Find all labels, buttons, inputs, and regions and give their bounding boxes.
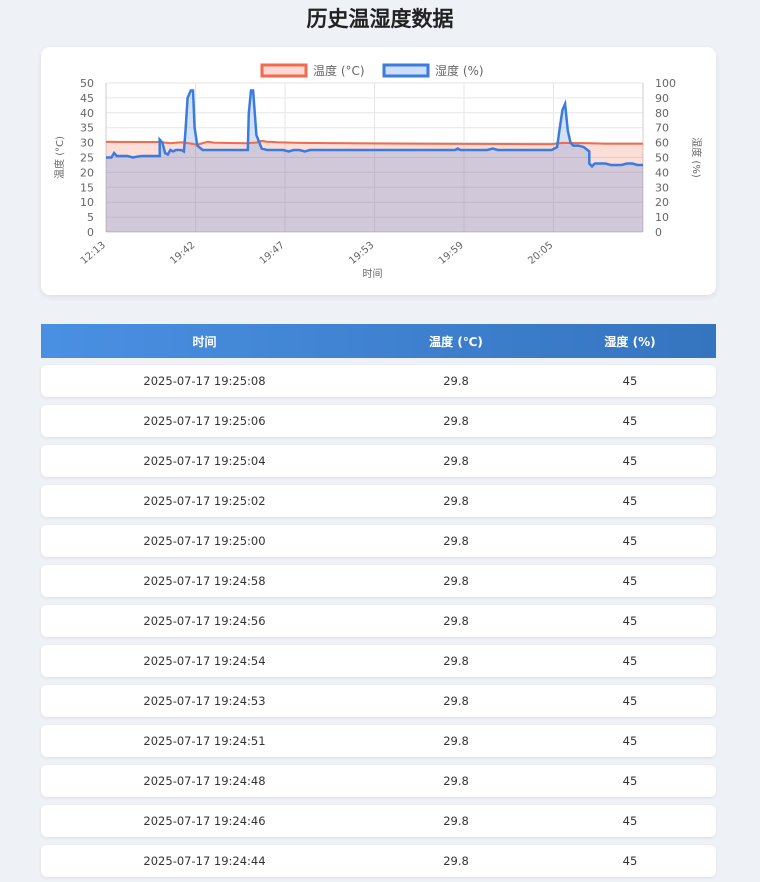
cell-humidity: 45: [622, 694, 638, 708]
cell-temperature: 29.8: [443, 374, 469, 388]
y-tick-label-left: 0: [87, 226, 94, 239]
cell-humidity: 45: [622, 454, 638, 468]
x-tick-label: 19:59: [437, 240, 466, 267]
page-title: 历史温湿度数据: [306, 7, 454, 31]
table-row[interactable]: 2025-07-17 19:25:00 29.8 45: [41, 525, 716, 557]
x-tick-label: 19:53: [347, 240, 376, 267]
cell-humidity: 45: [622, 734, 638, 748]
y-tick-label-left: 30: [80, 137, 94, 150]
header-temperature[interactable]: 温度 (℃): [429, 334, 483, 349]
cell-temperature: 29.8: [443, 414, 469, 428]
cell-humidity: 45: [622, 414, 638, 428]
x-tick-label: 19:42: [168, 240, 197, 267]
y-tick-label-right: 90: [655, 92, 669, 105]
y-tick-label-right: 50: [655, 152, 669, 165]
table-row[interactable]: 2025-07-17 19:24:58 29.8 45: [41, 565, 716, 597]
cell-temperature: 29.8: [443, 614, 469, 628]
x-tick-label: 20:05: [526, 240, 555, 267]
y-tick-label-left: 20: [80, 166, 94, 179]
table-row[interactable]: 2025-07-17 19:24:54 29.8 45: [41, 645, 716, 677]
cell-temperature: 29.8: [443, 694, 469, 708]
cell-time: 2025-07-17 19:24:48: [143, 774, 266, 788]
cell-time: 2025-07-17 19:24:51: [143, 734, 266, 748]
y-tick-label-right: 60: [655, 137, 669, 150]
legend-swatch-humidity: [382, 63, 430, 78]
cell-time: 2025-07-17 19:25:00: [143, 534, 266, 548]
header-time[interactable]: 时间: [192, 334, 217, 349]
table-row[interactable]: 2025-07-17 19:24:48 29.8 45: [41, 765, 716, 797]
y-tick-label-right: 10: [655, 211, 669, 224]
cell-temperature: 29.8: [443, 574, 469, 588]
table-header: 时间 温度 (℃) 湿度 (%): [41, 324, 716, 358]
y-tick-label-right: 100: [655, 77, 676, 90]
cell-humidity: 45: [622, 774, 638, 788]
cell-temperature: 29.8: [443, 814, 469, 828]
table-row[interactable]: 2025-07-17 19:24:53 29.8 45: [41, 685, 716, 717]
cell-humidity: 45: [622, 574, 638, 588]
cell-time: 2025-07-17 19:24:56: [143, 614, 266, 628]
y-tick-label-left: 40: [80, 107, 94, 120]
y-tick-label-left: 10: [80, 196, 94, 209]
cell-temperature: 29.8: [443, 494, 469, 508]
cell-humidity: 45: [622, 534, 638, 548]
cell-temperature: 29.8: [443, 654, 469, 668]
legend-swatch-temperature: [260, 63, 308, 78]
cell-time: 2025-07-17 19:24:54: [143, 654, 266, 668]
table-body: 2025-07-17 19:25:08 29.8 45 2025-07-17 1…: [41, 365, 716, 882]
y-tick-label-right: 30: [655, 181, 669, 194]
cell-time: 2025-07-17 19:25:06: [143, 414, 266, 428]
legend-label-temperature: 温度 (°C): [313, 63, 365, 78]
y-tick-label-left: 5: [87, 211, 94, 224]
y-tick-label-left: 45: [80, 92, 94, 105]
table-row[interactable]: 2025-07-17 19:24:51 29.8 45: [41, 725, 716, 757]
cell-humidity: 45: [622, 494, 638, 508]
humidity-line: [106, 89, 643, 169]
table-row[interactable]: 2025-07-17 19:25:04 29.8 45: [41, 445, 716, 477]
cell-humidity: 45: [622, 854, 638, 868]
cell-humidity: 45: [622, 814, 638, 828]
x-tick-label: 19:47: [258, 240, 287, 267]
cell-humidity: 45: [622, 614, 638, 628]
cell-temperature: 29.8: [443, 734, 469, 748]
header-humidity[interactable]: 湿度 (%): [604, 334, 656, 349]
y-tick-label-right: 70: [655, 122, 669, 135]
humidity-area: [106, 90, 643, 232]
table-row[interactable]: 2025-07-17 19:24:44 29.8 45: [41, 845, 716, 877]
table-row[interactable]: 2025-07-17 19:24:56 29.8 45: [41, 605, 716, 637]
table-row[interactable]: 2025-07-17 19:25:08 29.8 45: [41, 365, 716, 397]
y-tick-label-left: 25: [80, 152, 94, 165]
legend-label-humidity: 湿度 (%): [435, 63, 484, 78]
cell-time: 2025-07-17 19:25:02: [143, 494, 266, 508]
chart-card: 0 5 10 15 20 25 30 35 40 45 50 0 10 20 30 40 50 60 70 80 90 1…: [41, 47, 716, 295]
cell-humidity: 45: [622, 654, 638, 668]
cell-temperature: 29.8: [443, 854, 469, 868]
y-tick-label-left: 35: [80, 122, 94, 135]
y-tick-label-right: 80: [655, 107, 669, 120]
y-tick-label-left: 15: [80, 181, 94, 194]
y-tick-label-right: 40: [655, 166, 669, 179]
cell-time: 2025-07-17 19:25:08: [143, 374, 266, 388]
y-tick-label-left: 50: [80, 77, 94, 90]
cell-temperature: 29.8: [443, 774, 469, 788]
cell-time: 2025-07-17 19:24:46: [143, 814, 266, 828]
y-axis-title-right: 湿度 (%): [690, 137, 703, 178]
cell-temperature: 29.8: [443, 454, 469, 468]
y-axis-title-left: 温度 (°C): [53, 136, 66, 179]
x-tick-label: 12:13: [79, 240, 108, 267]
temperature-area: [106, 140, 643, 232]
table-row[interactable]: 2025-07-17 19:24:46 29.8 45: [41, 805, 716, 837]
x-axis-title: 时间: [363, 267, 383, 280]
cell-time: 2025-07-17 19:25:04: [143, 454, 266, 468]
cell-time: 2025-07-17 19:24:58: [143, 574, 266, 588]
cell-temperature: 29.8: [443, 534, 469, 548]
y-tick-label-right: 20: [655, 196, 669, 209]
cell-time: 2025-07-17 19:24:53: [143, 694, 266, 708]
cell-humidity: 45: [622, 374, 638, 388]
table-row[interactable]: 2025-07-17 19:25:06 29.8 45: [41, 405, 716, 437]
cell-time: 2025-07-17 19:24:44: [143, 854, 266, 868]
y-tick-label-right: 0: [655, 226, 662, 239]
table-row[interactable]: 2025-07-17 19:25:02 29.8 45: [41, 485, 716, 517]
history-chart[interactable]: 0510152025303540455001020304050607080901…: [41, 47, 716, 295]
